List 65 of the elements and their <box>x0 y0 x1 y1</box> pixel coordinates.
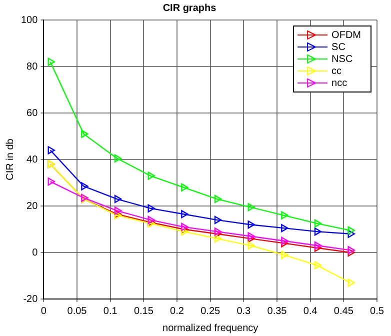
point <box>81 182 88 190</box>
y-axis-title: CIR in db <box>4 138 16 180</box>
point <box>214 216 222 224</box>
point <box>48 58 55 66</box>
point <box>148 172 155 180</box>
point <box>148 216 155 224</box>
point <box>181 228 188 236</box>
point <box>281 239 288 248</box>
point <box>314 261 322 270</box>
x-tick-label: 0.2 <box>170 306 184 317</box>
y-tick-label: 80 <box>26 61 38 72</box>
x-tick-label: 0.1 <box>103 306 118 317</box>
point <box>148 204 155 212</box>
x-tick-label: 0.15 <box>134 306 154 317</box>
point <box>314 244 322 252</box>
point <box>248 232 255 240</box>
y-tick-label: -20 <box>23 294 38 305</box>
x-axis-title: normalized frequency <box>162 322 258 334</box>
point <box>348 248 355 257</box>
point <box>281 224 288 232</box>
point <box>281 211 288 220</box>
point <box>281 250 288 259</box>
legend-label: SC <box>332 42 346 53</box>
y-tick-label: 100 <box>20 14 38 26</box>
point <box>248 241 255 250</box>
x-tick-label: 0.45 <box>334 306 354 317</box>
point <box>348 230 355 238</box>
point <box>314 228 322 236</box>
point <box>248 234 255 243</box>
point <box>114 206 122 215</box>
point <box>181 183 188 192</box>
point <box>214 234 222 243</box>
y-tick-label: 40 <box>26 154 38 166</box>
point <box>348 226 355 234</box>
point <box>114 194 122 204</box>
point <box>214 228 222 236</box>
x-tick-label: 0.05 <box>67 306 88 317</box>
legend-label: OFDM <box>332 30 362 41</box>
point <box>348 246 355 254</box>
x-tick-label: 0.3 <box>236 306 252 317</box>
x-tick-label: 0 <box>40 306 47 317</box>
y-tick-label: 60 <box>26 108 38 119</box>
x-tick-label: 0.25 <box>200 306 221 317</box>
legend-label: cc <box>332 66 342 77</box>
point <box>214 194 222 204</box>
legend-label: NSC <box>332 54 353 65</box>
point <box>81 130 88 138</box>
point <box>114 154 122 162</box>
point <box>181 210 188 218</box>
point <box>48 146 55 154</box>
legend-label: ncc <box>332 78 348 89</box>
point <box>281 236 288 245</box>
point <box>348 278 355 287</box>
y-tick-label: 20 <box>26 200 38 212</box>
y-tick-label: 0 <box>32 247 38 258</box>
point <box>314 241 322 250</box>
chart-title: CIR graphs <box>162 2 217 14</box>
point <box>181 222 188 231</box>
point <box>314 219 322 228</box>
x-tick-label: 0.35 <box>267 306 288 317</box>
x-tick-label: 0.5 <box>370 306 384 317</box>
x-tick-label: 0.4 <box>303 306 318 317</box>
point <box>248 203 255 212</box>
point <box>248 220 255 229</box>
point <box>48 178 55 186</box>
